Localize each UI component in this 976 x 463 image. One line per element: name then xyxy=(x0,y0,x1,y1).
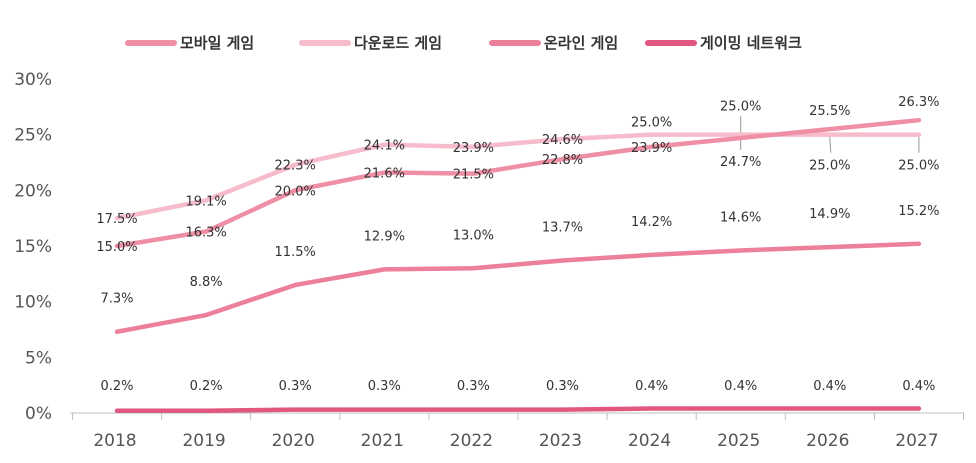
y-tick-label: 25% xyxy=(14,126,52,146)
x-tick-label: 2024 xyxy=(628,431,671,451)
data-label: 25.5% xyxy=(809,104,850,119)
data-label: 0.3% xyxy=(457,379,490,394)
series-line xyxy=(114,241,922,334)
data-label: 24.1% xyxy=(364,139,405,154)
data-label: 24.6% xyxy=(542,133,583,148)
series-lines xyxy=(114,117,922,414)
y-tick-label: 30% xyxy=(14,70,52,90)
legend-label: 모바일 게임 xyxy=(180,34,254,52)
data-label: 21.6% xyxy=(364,167,405,182)
data-label: 7.3% xyxy=(100,292,133,307)
data-label: 15.2% xyxy=(898,204,939,219)
leader-line xyxy=(829,136,832,153)
x-tick-label: 2026 xyxy=(806,431,849,451)
data-label: 25.0% xyxy=(631,116,672,131)
y-tick-label: 5% xyxy=(25,348,52,368)
data-label: 0.4% xyxy=(813,379,846,394)
data-label: 21.5% xyxy=(453,168,494,183)
x-axis: 2018 2019 2020 2021 2022 2023 2024 2025 2026 2027 xyxy=(70,412,964,451)
data-label: 0.3% xyxy=(279,379,312,394)
data-label: 23.9% xyxy=(631,141,672,156)
y-tick-label: 0% xyxy=(25,404,52,424)
data-label: 0.4% xyxy=(902,379,935,394)
x-tick-label: 2018 xyxy=(93,431,136,451)
data-label: 11.5% xyxy=(275,245,316,260)
data-label: 12.9% xyxy=(364,229,405,244)
data-label: 17.5% xyxy=(96,212,137,227)
data-label: 15.0% xyxy=(96,240,137,255)
legend-label: 다운로드 게임 xyxy=(354,34,442,52)
data-label: 0.3% xyxy=(368,379,401,394)
data-label: 0.3% xyxy=(546,379,579,394)
y-tick-label: 15% xyxy=(14,237,52,257)
data-labels: 15.0% 16.3% 20.0% 21.6% 21.5% 22.8% 23.9% 24.7%… xyxy=(96,95,939,394)
y-tick-label: 10% xyxy=(14,293,52,313)
data-label: 13.7% xyxy=(542,220,583,235)
legend-label: 게이밍 네트워크 xyxy=(700,34,802,52)
series-line xyxy=(114,406,922,414)
data-label: 13.0% xyxy=(453,228,494,243)
data-label: 22.8% xyxy=(542,153,583,168)
y-tick-label: 20% xyxy=(14,181,52,201)
x-tick-label: 2020 xyxy=(272,431,315,451)
data-label: 14.2% xyxy=(631,215,672,230)
data-label: 14.9% xyxy=(809,207,850,222)
y-axis: 0% 5% 10% 15% 20% 25% 30% xyxy=(14,70,52,424)
legend: 모바일 게임 다운로드 게임 온라인 게임 게이밍 네트워크 xyxy=(125,34,802,52)
data-label: 24.7% xyxy=(720,155,761,170)
data-label: 25.0% xyxy=(720,100,761,115)
x-tick-label: 2023 xyxy=(539,431,582,451)
x-tick-label: 2022 xyxy=(450,431,493,451)
x-tick-label: 2025 xyxy=(717,431,760,451)
data-label: 0.2% xyxy=(190,379,223,394)
data-label: 25.0% xyxy=(809,159,850,174)
data-label: 19.1% xyxy=(185,194,226,209)
data-label: 14.6% xyxy=(720,210,761,225)
data-label: 8.8% xyxy=(190,275,223,290)
data-label: 25.0% xyxy=(898,159,939,174)
data-label: 26.3% xyxy=(898,95,939,110)
data-label: 20.0% xyxy=(275,184,316,199)
data-label: 22.3% xyxy=(275,159,316,174)
data-label: 23.9% xyxy=(453,141,494,156)
x-tick-label: 2021 xyxy=(361,431,404,451)
x-tick-label: 2027 xyxy=(895,431,938,451)
data-label: 16.3% xyxy=(185,226,226,241)
legend-label: 온라인 게임 xyxy=(544,34,618,52)
series-line xyxy=(114,132,922,221)
data-label: 0.2% xyxy=(100,379,133,394)
data-label: 0.4% xyxy=(635,379,668,394)
x-tick-label: 2019 xyxy=(182,431,225,451)
series-line xyxy=(114,117,922,249)
data-label: 0.4% xyxy=(724,379,757,394)
